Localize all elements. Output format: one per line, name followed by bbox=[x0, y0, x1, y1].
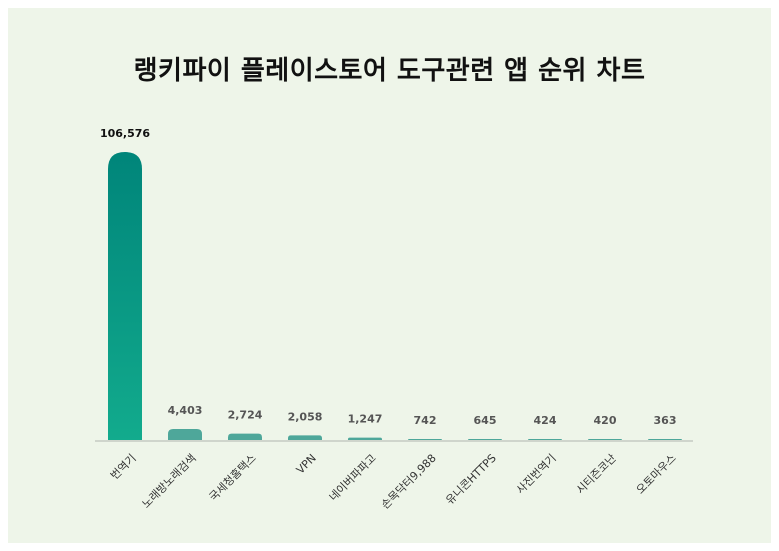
x-tick-label-2: 노래방노래검색 bbox=[139, 452, 198, 511]
x-tick-label-5: 네이버파파고 bbox=[327, 452, 379, 504]
value-labels-group: 106,576 4,403 2,724 2,058 1,247 742 645 424 420 3… bbox=[100, 127, 677, 427]
value-label-5: 1,247 bbox=[348, 413, 383, 426]
value-label-8: 424 bbox=[534, 414, 557, 427]
value-label-7: 645 bbox=[474, 414, 497, 427]
x-tick-label-6: 손목닥터9,988 bbox=[379, 452, 439, 512]
x-tick-label-4: VPN bbox=[294, 452, 319, 477]
x-tick-label-10: 오토마우스 bbox=[634, 452, 679, 497]
value-label-1: 106,576 bbox=[100, 127, 150, 140]
x-tick-label-9: 시티즌코난 bbox=[574, 452, 619, 497]
bar-3 bbox=[228, 433, 262, 441]
value-label-4: 2,058 bbox=[288, 410, 323, 423]
bar-1 bbox=[108, 152, 142, 441]
bar-4 bbox=[288, 435, 322, 441]
bars-group bbox=[108, 152, 682, 441]
x-tick-label-3: 국세청홈택스 bbox=[206, 451, 259, 504]
x-tick-labels-group: 번역기 노래방노래검색 국세청홈택스 VPN 네이버파파고 손목닥터9,988 유니콘HTT… bbox=[108, 451, 679, 512]
value-label-9: 420 bbox=[594, 414, 617, 427]
x-tick-label-1: 번역기 bbox=[108, 452, 139, 483]
x-tick-label-8: 사진번역기 bbox=[514, 452, 559, 497]
bar-2 bbox=[168, 429, 202, 441]
value-label-2: 4,403 bbox=[168, 404, 203, 417]
chart-title: 랭키파이 플레이스토어 도구관련 앱 순위 차트 bbox=[133, 56, 646, 86]
value-label-6: 742 bbox=[414, 414, 437, 427]
value-label-10: 363 bbox=[654, 414, 677, 427]
value-label-3: 2,724 bbox=[228, 409, 263, 422]
x-tick-label-7: 유니콘HTTPS bbox=[443, 452, 499, 508]
